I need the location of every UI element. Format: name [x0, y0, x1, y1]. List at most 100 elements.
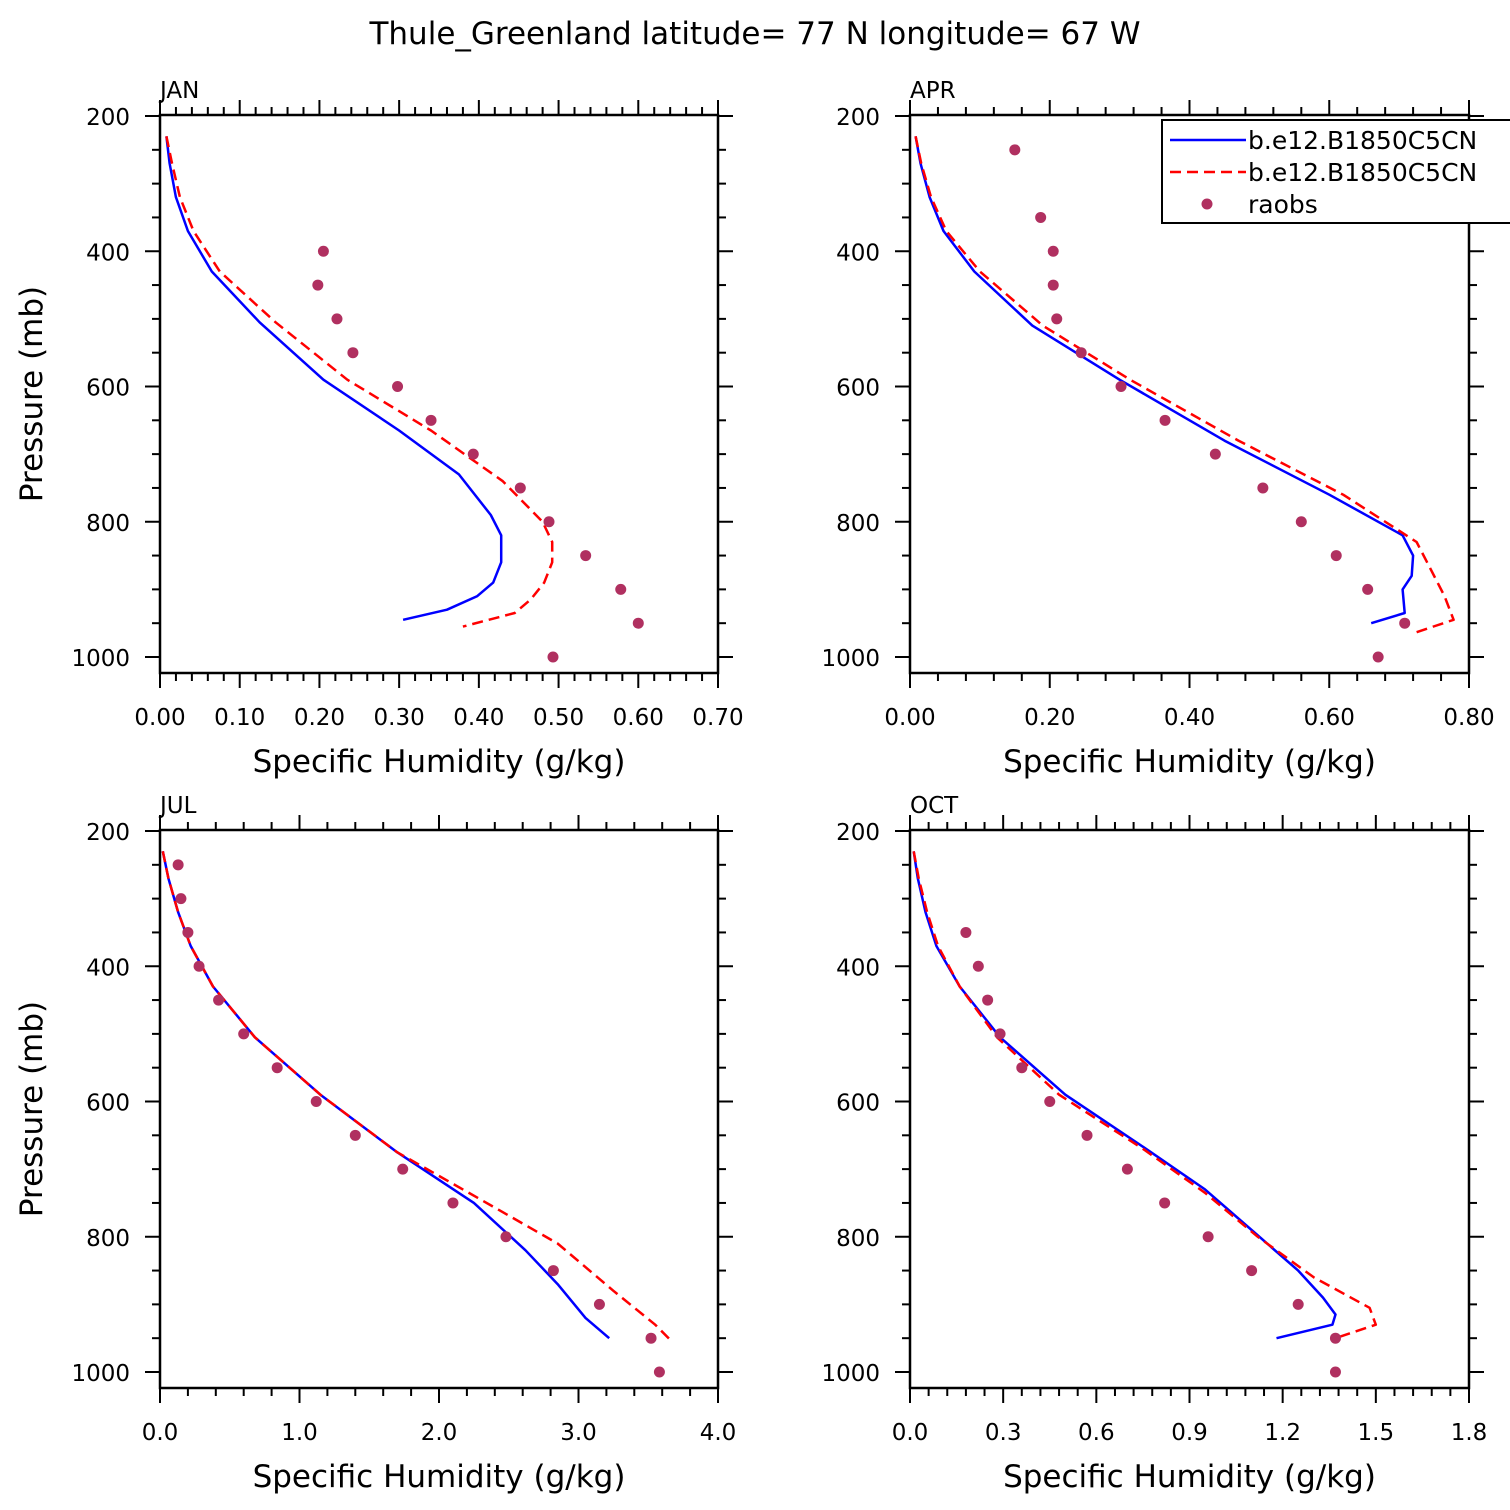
x-tick-label: 1.0 — [281, 1420, 318, 1446]
panels: JAN 0.00 0.10 0.20 0.30 0.40 0.50 0.60 0.70 200 40… — [14, 78, 1510, 1495]
legend: b.e12.B1850C5CN b.e12.B1850C5CN raobs — [1161, 119, 1510, 224]
raobs-point — [1047, 245, 1059, 257]
raobs-point — [1121, 1163, 1133, 1175]
legend-box — [1161, 119, 1510, 224]
raobs-point — [1075, 347, 1087, 359]
x-tick-label: 1.8 — [1451, 1420, 1488, 1446]
plot-frame — [158, 113, 720, 675]
raobs-point — [317, 245, 329, 257]
raobs-point — [331, 313, 343, 325]
x-tick-label: 0.80 — [1443, 705, 1494, 731]
y-tick-label: 400 — [836, 955, 880, 981]
x-tick-label: 4.0 — [700, 1420, 737, 1446]
raobs-point — [547, 1265, 559, 1277]
y-axis-label: Pressure (mb) — [14, 1001, 50, 1217]
raobs-point — [1202, 1231, 1214, 1243]
y-axis-label: Pressure (mb) — [14, 286, 50, 502]
x-tick-label: 0.20 — [294, 705, 345, 731]
legend-label: raobs — [1248, 190, 1318, 219]
x-tick-label: 0.60 — [613, 705, 664, 731]
y-tick-label: 600 — [836, 1091, 880, 1117]
series-line-model-2 — [912, 851, 1378, 1340]
raobs-point — [312, 279, 324, 291]
y-tick-label: 800 — [836, 1226, 880, 1252]
plot-frame — [908, 828, 1471, 1390]
series-line-model-2 — [161, 851, 673, 1343]
x-tick-label: 2.0 — [421, 1420, 458, 1446]
series-line-model-2 — [914, 136, 1455, 635]
raobs-point — [653, 1366, 665, 1378]
series-line-model-1 — [161, 851, 611, 1340]
panel-label: APR — [910, 78, 956, 104]
raobs-point — [1009, 144, 1021, 156]
x-tick-label: 1.2 — [1264, 1420, 1301, 1446]
raobs-point — [972, 960, 984, 972]
x-tick-label: 0.70 — [692, 705, 743, 731]
x-axis-label: Specific Humidity (g/kg) — [1003, 744, 1376, 780]
x-tick-label: 3.0 — [560, 1420, 597, 1446]
x-tick-label: 0.50 — [533, 705, 584, 731]
raobs-point — [645, 1332, 657, 1344]
raobs-point — [172, 859, 184, 871]
x-tick-label: 0.0 — [142, 1420, 179, 1446]
x-tick-label: 0.40 — [453, 705, 504, 731]
x-tick-label: 0.9 — [1171, 1420, 1208, 1446]
raobs-point — [1209, 448, 1221, 460]
series-line-model-1 — [912, 851, 1337, 1340]
y-tick-label: 400 — [86, 240, 130, 266]
raobs-point — [347, 347, 359, 359]
x-tick-label: 0.0 — [892, 1420, 929, 1446]
figure-title: Thule_Greenland latitude= 77 N longitude… — [368, 16, 1140, 52]
raobs-point — [467, 448, 479, 460]
legend-label: b.e12.B1850C5CN — [1248, 158, 1477, 187]
x-tick-label: 0.3 — [985, 1420, 1022, 1446]
panel-jan: JAN 0.00 0.10 0.20 0.30 0.40 0.50 0.60 0.70 200 40… — [14, 78, 744, 780]
plot-frame — [158, 828, 720, 1390]
raobs-point — [1372, 651, 1384, 663]
raobs-point — [271, 1062, 283, 1074]
x-tick-label: 0.40 — [1164, 705, 1215, 731]
y-tick-label: 200 — [86, 820, 130, 846]
x-axis-label: Specific Humidity (g/kg) — [253, 744, 626, 780]
raobs-point — [543, 516, 555, 528]
x-tick-label: 0.20 — [1024, 705, 1075, 731]
series-line-model-2 — [165, 136, 554, 628]
raobs-point — [632, 617, 644, 629]
raobs-point — [447, 1197, 459, 1209]
series-line-model-1 — [165, 136, 503, 622]
x-axis-label: Specific Humidity (g/kg) — [1003, 1459, 1376, 1495]
raobs-point — [547, 651, 559, 663]
y-tick-label: 200 — [86, 105, 130, 131]
y-tick-label: 1000 — [71, 646, 130, 672]
x-axis-label: Specific Humidity (g/kg) — [253, 1459, 626, 1495]
panel-jul: JUL 0.0 1.0 2.0 3.0 4.0 200 400 600 800 1000 Specif… — [14, 793, 736, 1495]
legend-label: b.e12.B1850C5CN — [1248, 126, 1477, 155]
raobs-point — [615, 583, 627, 595]
y-tick-label: 200 — [836, 820, 880, 846]
raobs-point — [1330, 550, 1342, 562]
raobs-point — [349, 1129, 361, 1141]
raobs-point — [1329, 1366, 1341, 1378]
raobs-point — [1016, 1062, 1028, 1074]
y-tick-label: 1000 — [821, 1361, 880, 1387]
x-tick-label: 0.10 — [214, 705, 265, 731]
raobs-point — [514, 482, 526, 494]
raobs-point — [1257, 482, 1269, 494]
raobs-point — [1246, 1265, 1258, 1277]
raobs-point — [982, 994, 994, 1006]
y-tick-label: 200 — [836, 105, 880, 131]
x-tick-label: 0.6 — [1078, 1420, 1115, 1446]
y-tick-label: 600 — [836, 376, 880, 402]
raobs-point — [1047, 279, 1059, 291]
x-tick-label: 0.00 — [134, 705, 185, 731]
raobs-point — [397, 1163, 409, 1175]
raobs-point — [1051, 313, 1063, 325]
raobs-point — [593, 1298, 605, 1310]
raobs-point — [1159, 1197, 1171, 1209]
panel-label: OCT — [910, 793, 959, 819]
raobs-point — [1035, 211, 1047, 223]
raobs-point — [500, 1231, 512, 1243]
raobs-point — [193, 960, 205, 972]
y-tick-label: 600 — [86, 376, 130, 402]
